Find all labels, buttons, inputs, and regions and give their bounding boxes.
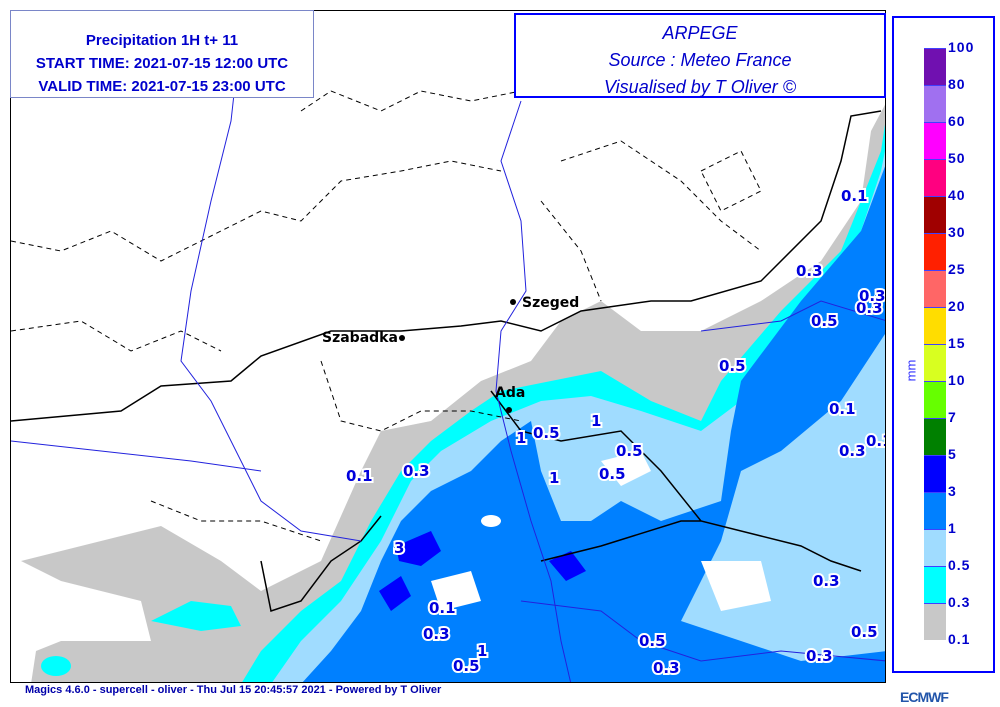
colorbar-tick-label: 50 [948, 150, 966, 166]
colorbar-tick-label: 5 [948, 446, 957, 462]
colorbar-segment [924, 85, 946, 122]
contour-label: 1 [516, 429, 526, 447]
title-parameter: Precipitation 1H t+ 11 [85, 32, 239, 49]
colorbar-segment [924, 122, 946, 159]
contour-label: 0.5 [616, 442, 643, 460]
contour-label: 0.3 [813, 572, 840, 590]
river [11, 30, 885, 682]
colorbar-segment [924, 159, 946, 196]
contour-label: 0.3 [796, 262, 823, 280]
colorbar-tick-label: 40 [948, 187, 966, 203]
colorbar-segment [924, 566, 946, 603]
city-dot-szabadka [399, 335, 405, 341]
contour-label: 0.5 [851, 623, 878, 641]
precip-area-1 [302, 166, 885, 682]
colorbar-tick-label: 15 [948, 335, 966, 351]
contour-label: 0.5 [533, 424, 560, 442]
colorbar-segment [924, 307, 946, 344]
contour-label: 0.5 [811, 312, 838, 330]
colorbar-tick-label: 0.1 [948, 631, 971, 647]
city-dot-ada [506, 407, 512, 413]
colorbar-tick-label: 20 [948, 298, 966, 314]
precipitation-map[interactable]: Szeged Szabadka Ada 0.1 0.3 0.5 0.3 0.5 … [10, 10, 886, 683]
colorbar-tick-label: 0.5 [948, 557, 971, 573]
colorbar-segment [924, 196, 946, 233]
contour-label: 0.1 [346, 467, 373, 485]
contour-label: 0.3 [423, 625, 450, 643]
ecmwf-logo: ECMWF [900, 689, 949, 705]
colorbar-segment [924, 603, 946, 640]
colorbar-tick-label: 100 [948, 39, 975, 55]
colorbar-tick-label: 60 [948, 113, 966, 129]
colorbar-tick-label: 30 [948, 224, 966, 240]
contour-label: 1 [477, 642, 487, 660]
colorbar-tick-label: 0.3 [948, 594, 971, 610]
contour-label: 0.3 [856, 299, 883, 317]
city-label-szabadka: Szabadka [322, 330, 398, 346]
colorbar-tick-label: 25 [948, 261, 966, 277]
colorbar-tick-label: 3 [948, 483, 957, 499]
legend: mm 0.1 0.3 0.5 1 3 5 7 10 15 20 25 30 40 50 60 80 100 [892, 16, 995, 673]
title-box: Precipitation 1H t+ 11 START TIME: 2021-… [10, 10, 314, 98]
source-text: Source : Meteo France [608, 50, 792, 70]
footer-text: Magics 4.6.0 - supercell - oliver - Thu … [25, 684, 442, 696]
contour-label: 0.5 [453, 657, 480, 675]
colorbar-segment [924, 344, 946, 381]
title-start-time: START TIME: 2021-07-15 12:00 UTC [35, 55, 289, 72]
country-border [260, 390, 862, 612]
colorbar-segment [924, 455, 946, 492]
contour-label: 0.3 [859, 287, 886, 305]
city-label-szeged: Szeged [522, 295, 579, 311]
colorbar-segment [924, 418, 946, 455]
contour-label: 0.3 [806, 647, 833, 665]
contour-label: 0.3 [839, 442, 866, 460]
colorbar-tick-label: 10 [948, 372, 966, 388]
logo-text: ECMWF [900, 689, 949, 705]
city-dot-szeged [510, 299, 516, 305]
contour-label: 0.1 [829, 400, 856, 418]
contour-label: 0.1 [841, 187, 868, 205]
source-box: ARPEGE Source : Meteo France Visualised … [514, 13, 886, 98]
precip-area-0.3 [41, 601, 241, 676]
contour-label: 0.3 [653, 659, 680, 677]
precip-area-3 [379, 531, 586, 611]
contour-label: 1 [549, 469, 559, 487]
contour-label: 0.3 [403, 462, 430, 480]
contour-label: 0.1 [866, 432, 886, 450]
map-canvas: Szeged Szabadka Ada 0.1 0.3 0.5 0.3 0.5 … [11, 30, 886, 682]
contour-label: 1 [591, 412, 601, 430]
colorbar-tick-label: 7 [948, 409, 957, 425]
contour-label: 0.5 [639, 632, 666, 650]
colorbar-segment [924, 233, 946, 270]
colorbar-segment [924, 381, 946, 418]
region-border [11, 90, 762, 542]
country-border [11, 110, 882, 422]
colorbar-segment [924, 492, 946, 529]
colorbar-segment [924, 270, 946, 307]
city-label-ada: Ada [495, 385, 525, 401]
colorbar-tick-label: 80 [948, 76, 966, 92]
colorbar-segment [924, 529, 946, 566]
contour-label: 0.5 [719, 357, 746, 375]
legend-unit: mm [903, 359, 919, 382]
colorbar-tick-label: 1 [948, 520, 957, 536]
contour-label: 0.5 [599, 465, 626, 483]
title-valid-time: VALID TIME: 2021-07-15 23:00 UTC [38, 78, 286, 95]
credit-text: Visualised by T Oliver © [604, 77, 796, 97]
contour-label: 0.1 [429, 599, 456, 617]
colorbar-segment [924, 48, 946, 85]
contour-label: 3 [394, 539, 404, 557]
no-precip-area [431, 451, 771, 611]
model-name: ARPEGE [662, 23, 738, 43]
